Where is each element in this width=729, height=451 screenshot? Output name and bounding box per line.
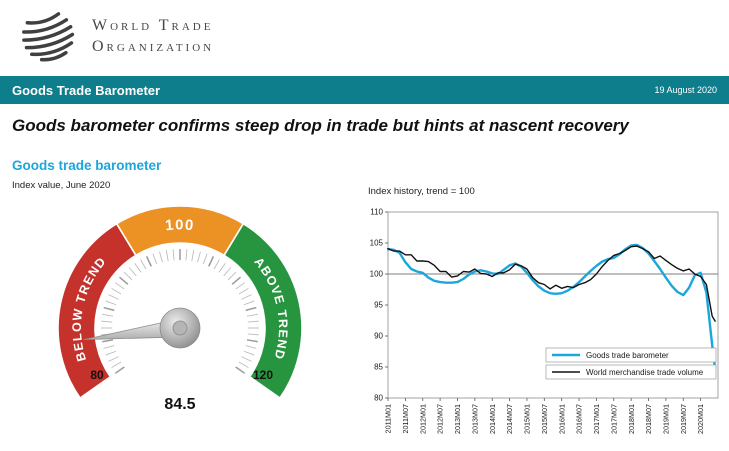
svg-text:110: 110 [370, 208, 383, 217]
svg-text:2014M01: 2014M01 [488, 404, 497, 434]
gauge-max-label: 120 [252, 368, 274, 382]
svg-text:2019M07: 2019M07 [679, 404, 688, 434]
svg-text:2015M07: 2015M07 [540, 404, 549, 434]
svg-text:2019M01: 2019M01 [661, 404, 670, 434]
logo-line1: World Trade [92, 17, 214, 34]
svg-text:2011M07: 2011M07 [401, 404, 410, 433]
svg-text:2018M07: 2018M07 [644, 404, 653, 434]
svg-text:100: 100 [370, 270, 384, 279]
wto-logo-icon [22, 12, 75, 62]
svg-text:2013M01: 2013M01 [453, 404, 462, 434]
svg-text:2020M01: 2020M01 [696, 404, 705, 434]
gauge-section-title: Goods trade barometer [12, 158, 162, 173]
svg-text:2014M07: 2014M07 [505, 404, 514, 434]
svg-text:85: 85 [374, 363, 383, 372]
logo-row: World Trade Organization [20, 8, 214, 64]
history-chart: 80 85 90 95 100 105 110 2011M01 2011M07 2012M01 20… [370, 208, 719, 434]
svg-text:2015M01: 2015M01 [523, 404, 532, 434]
svg-text:95: 95 [374, 301, 383, 310]
svg-text:80: 80 [374, 394, 383, 403]
svg-text:100: 100 [164, 217, 195, 235]
gauge-value: 84.5 [164, 396, 196, 413]
svg-text:2016M01: 2016M01 [557, 404, 566, 434]
wto-logo-text: World Trade Organization [92, 15, 214, 57]
gauge-section-subtitle: Index value, June 2020 [12, 180, 111, 191]
gauge-min-label: 80 [90, 368, 104, 382]
svg-text:2017M07: 2017M07 [609, 404, 618, 434]
svg-text:2017M01: 2017M01 [592, 404, 601, 434]
logo-line2: Organization [92, 38, 215, 55]
svg-text:2012M07: 2012M07 [436, 404, 445, 434]
svg-text:2012M01: 2012M01 [418, 404, 427, 434]
svg-text:World merchandise trade volume: World merchandise trade volume [586, 368, 704, 377]
svg-text:105: 105 [370, 239, 384, 248]
svg-text:2011M01: 2011M01 [384, 404, 393, 433]
banner: Goods Trade Barometer 19 August 2020 [0, 76, 729, 104]
svg-text:Goods trade barometer: Goods trade barometer [586, 351, 669, 360]
svg-text:2018M01: 2018M01 [627, 404, 636, 434]
svg-text:90: 90 [374, 332, 383, 341]
headline: Goods barometer confirms steep drop in t… [12, 116, 629, 135]
history-title: Index history, trend = 100 [368, 186, 475, 197]
banner-title: Goods Trade Barometer [12, 82, 161, 98]
banner-date: 19 August 2020 [654, 85, 717, 95]
svg-text:2013M07: 2013M07 [470, 404, 479, 434]
svg-text:2016M07: 2016M07 [575, 404, 584, 434]
